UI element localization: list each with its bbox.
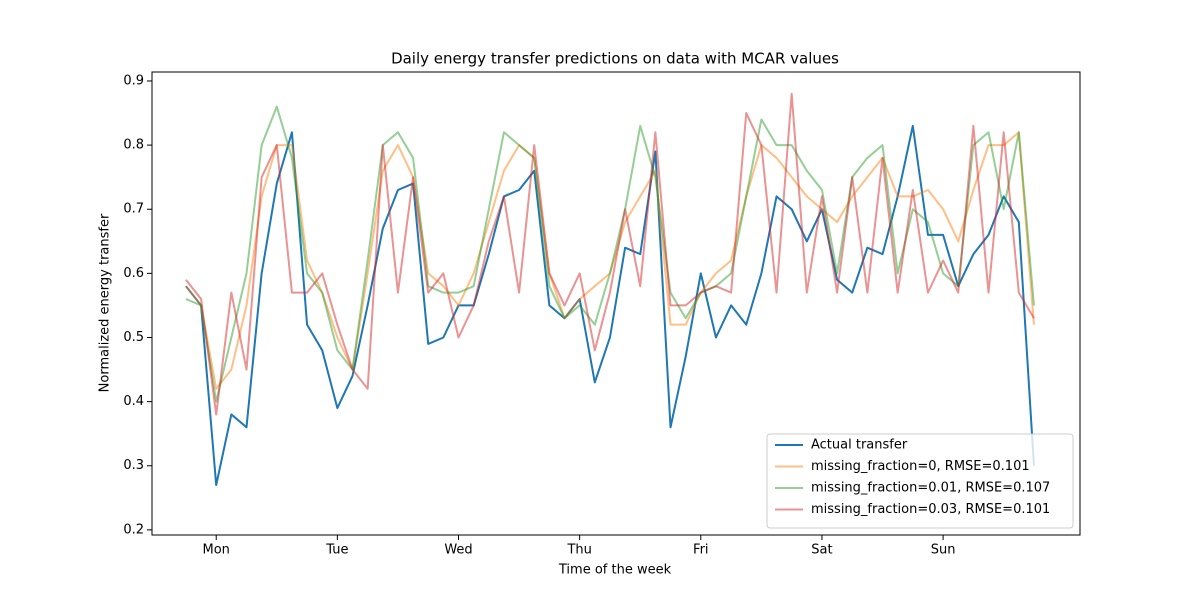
y-tick-label: 0.4 (123, 394, 144, 409)
legend-box (766, 433, 1074, 529)
x-tick-label: Sat (811, 543, 832, 558)
x-axis-label: Time of the week (558, 563, 672, 578)
x-tick-label: Sun (931, 543, 956, 558)
x-tick-label: Tue (325, 543, 348, 558)
legend-label: missing_fraction=0, RMSE=0.101 (811, 459, 1030, 474)
x-tick-label: Mon (202, 543, 229, 558)
series-line (185, 124, 1035, 486)
y-tick-label: 0.6 (123, 266, 144, 281)
x-tick-label: Thu (566, 543, 591, 558)
y-axis-label: Normalized energy transfer (98, 213, 113, 392)
y-tick-label: 0.7 (123, 202, 144, 217)
y-tick-label: 0.3 (123, 458, 144, 473)
plot-frame (151, 71, 1081, 536)
series-line (185, 92, 1035, 416)
chart-title: Daily energy transfer predictions on dat… (391, 50, 839, 68)
legend-label: missing_fraction=0.03, RMSE=0.101 (811, 502, 1050, 517)
legend-label: Actual transfer (811, 438, 908, 453)
y-tick-label: 0.9 (123, 73, 144, 88)
legend-label: missing_fraction=0.01, RMSE=0.107 (811, 481, 1050, 496)
x-tick-label: Fri (693, 543, 709, 558)
y-tick-label: 0.8 (123, 138, 144, 153)
x-tick-label: Wed (444, 543, 472, 558)
series-line (185, 105, 1035, 403)
y-tick-label: 0.5 (123, 330, 144, 345)
y-tick-label: 0.2 (123, 522, 144, 537)
